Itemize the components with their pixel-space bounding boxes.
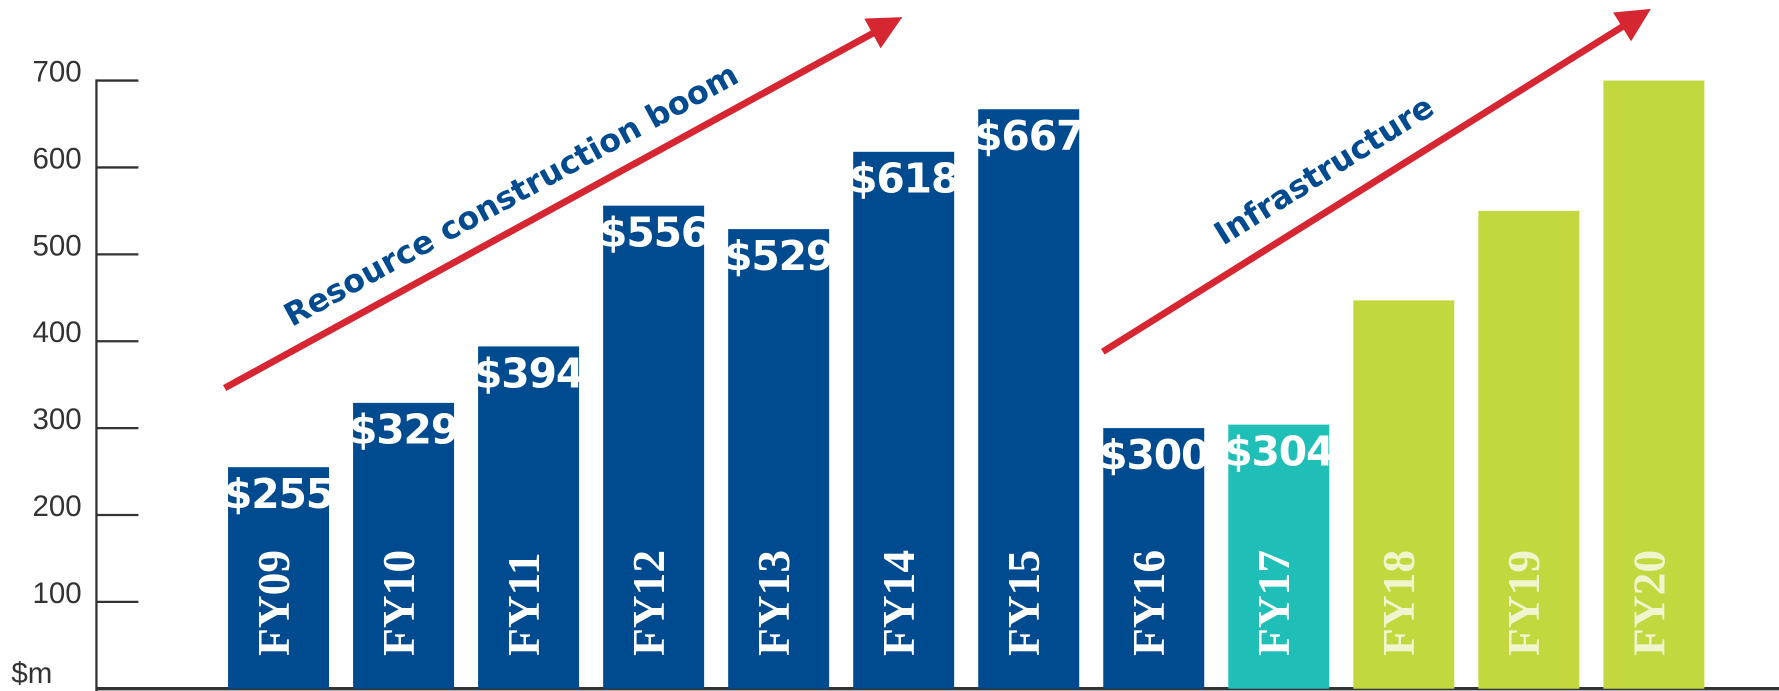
x-tick-label: FY17 (1249, 550, 1299, 656)
x-tick-label: FY19 (1499, 550, 1549, 656)
y-tick-label: 500 (32, 229, 81, 262)
bar (1103, 428, 1205, 689)
bar (228, 467, 330, 689)
value-label: $300 (1099, 431, 1208, 479)
x-tick-label: FY11 (499, 552, 549, 655)
y-tick-label: 200 (32, 490, 81, 523)
value-label: $304 (1224, 427, 1333, 475)
value-label: $556 (599, 209, 708, 257)
bar (603, 205, 705, 689)
y-tick-label: 300 (32, 403, 81, 436)
value-label: $667 (974, 112, 1083, 160)
bar (1353, 300, 1455, 689)
x-tick-label: FY18 (1374, 550, 1424, 656)
x-tick-label: FY20 (1624, 550, 1674, 656)
value-label: $329 (349, 406, 458, 454)
value-label: $255 (224, 470, 333, 518)
bar (1603, 80, 1705, 689)
bar (1478, 210, 1580, 689)
y-axis-label: $m (11, 657, 52, 690)
arrow (223, 17, 903, 392)
y-tick-label: 100 (32, 577, 81, 610)
bar (478, 346, 580, 689)
x-tick-label: FY10 (374, 550, 424, 656)
value-label: $618 (849, 155, 958, 203)
x-tick-label: FY14 (874, 550, 924, 656)
y-tick-label: 600 (32, 142, 81, 175)
x-tick-label: FY13 (749, 550, 799, 656)
bar (728, 229, 830, 689)
bar (353, 402, 455, 689)
x-tick-label: FY15 (999, 550, 1049, 656)
arrow (1100, 8, 1651, 355)
annotation: Infrastructure (1208, 89, 1440, 253)
y-tick-label: 400 (32, 316, 81, 349)
x-tick-label: FY12 (624, 550, 674, 656)
x-tick-label: FY09 (249, 550, 299, 656)
value-label: $394 (474, 349, 583, 397)
value-label: $529 (724, 232, 833, 280)
x-tick-label: FY16 (1124, 550, 1174, 656)
y-tick-label: 700 (32, 56, 81, 89)
bar (1228, 424, 1330, 689)
bar (978, 109, 1080, 689)
bar (853, 151, 955, 689)
